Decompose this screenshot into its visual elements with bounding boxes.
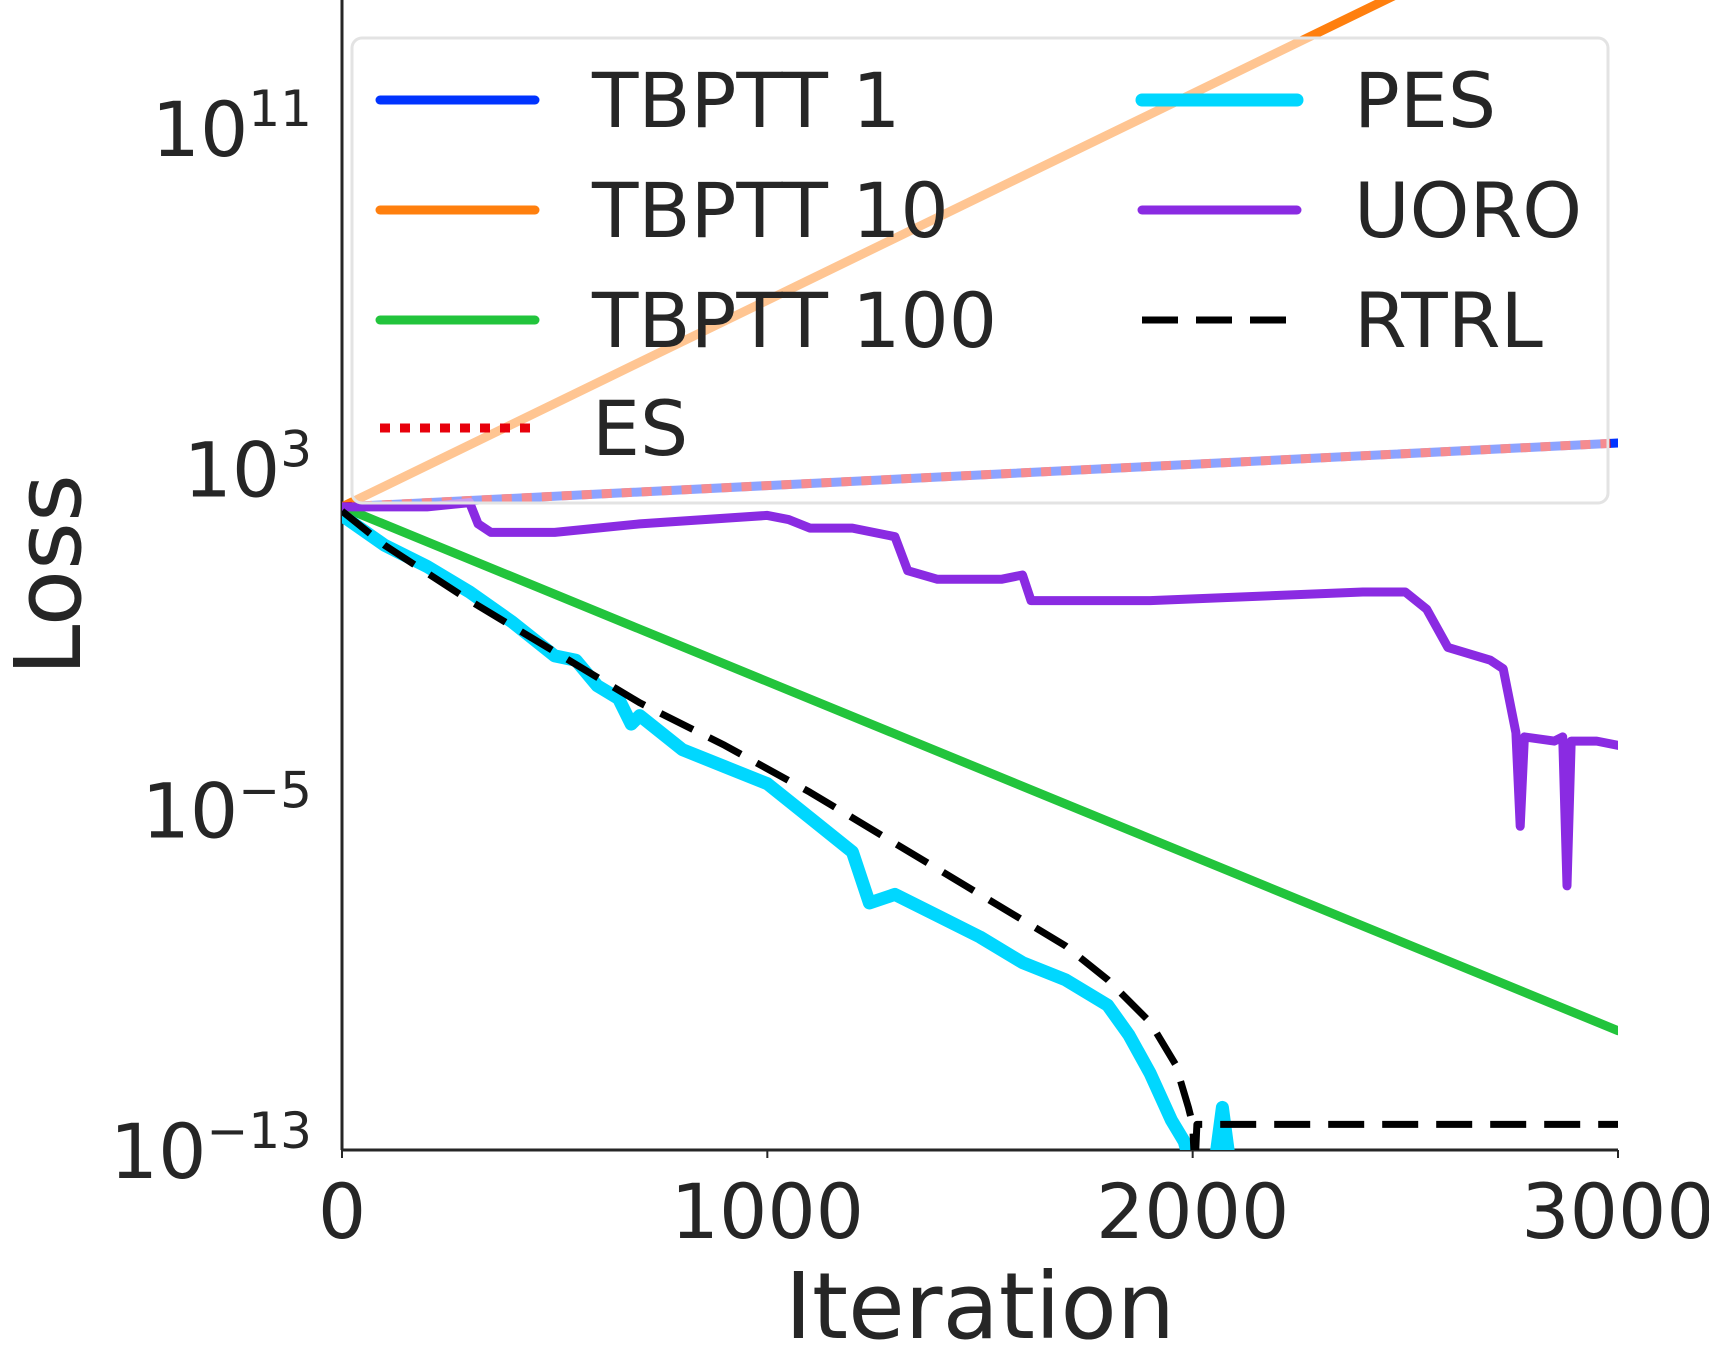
- legend-entry-pes: PES: [1135, 56, 1496, 145]
- y-tick-label: 10−13: [110, 1102, 312, 1196]
- y-tick-label: 103: [183, 421, 312, 515]
- y-tick-base: 10: [152, 85, 249, 174]
- x-tick-label: 2000: [1096, 1167, 1289, 1256]
- legend-label-tbptt-10: TBPTT 10: [591, 166, 949, 255]
- y-tick-exponent: 3: [280, 421, 312, 479]
- legend-entry-rtrl: RTRL: [1142, 276, 1543, 365]
- legend-entry-tbptt-100: TBPTT 100: [375, 276, 997, 365]
- legend-label-pes: PES: [1354, 56, 1496, 145]
- legend-label-es: ES: [592, 384, 688, 473]
- legend-entry-tbptt-1: TBPTT 1: [375, 56, 900, 145]
- y-tick-exponent: 11: [248, 80, 312, 138]
- y-tick-base: 10: [110, 1107, 207, 1196]
- legend-label-uoro: UORO: [1354, 166, 1582, 255]
- y-tick-exponent: −5: [238, 761, 312, 819]
- legend: TBPTT 1 TBPTT 10 TBPTT 100 ES PES UORO RTRL: [350, 36, 1610, 505]
- series-line-uoro: [342, 498, 1618, 891]
- y-tick-label: 1011: [152, 80, 312, 174]
- y-tick-label: 10−5: [142, 761, 312, 855]
- legend-label-tbptt-1: TBPTT 1: [591, 56, 900, 145]
- x-axis-label: Iteration: [785, 1253, 1175, 1354]
- series-line-rtrl: [342, 508, 1618, 1150]
- y-axis-label: Loss: [0, 474, 102, 676]
- y-tick-exponent: −13: [206, 1102, 312, 1160]
- series-line-tbptt-100: [342, 502, 1618, 1036]
- y-tick-base: 10: [142, 766, 239, 855]
- x-tick-label: 1000: [671, 1167, 864, 1256]
- legend-entry-uoro: UORO: [1137, 166, 1582, 255]
- legend-entries: TBPTT 1 TBPTT 10 TBPTT 100 ES PES UORO RTRL: [375, 56, 1582, 473]
- legend-entry-tbptt-10: TBPTT 10: [375, 166, 949, 255]
- series-line-pes: [342, 508, 1235, 1150]
- legend-entry-es: ES: [380, 384, 688, 473]
- x-tick-labels: 0 1000 2000 3000: [318, 1150, 1709, 1256]
- legend-label-rtrl: RTRL: [1354, 276, 1543, 365]
- x-tick-label: 0: [318, 1167, 366, 1256]
- legend-frame: [350, 36, 1610, 505]
- legend-label-tbptt-100: TBPTT 100: [591, 276, 997, 365]
- x-tick-label: 3000: [1521, 1167, 1709, 1256]
- y-tick-base: 10: [183, 426, 280, 515]
